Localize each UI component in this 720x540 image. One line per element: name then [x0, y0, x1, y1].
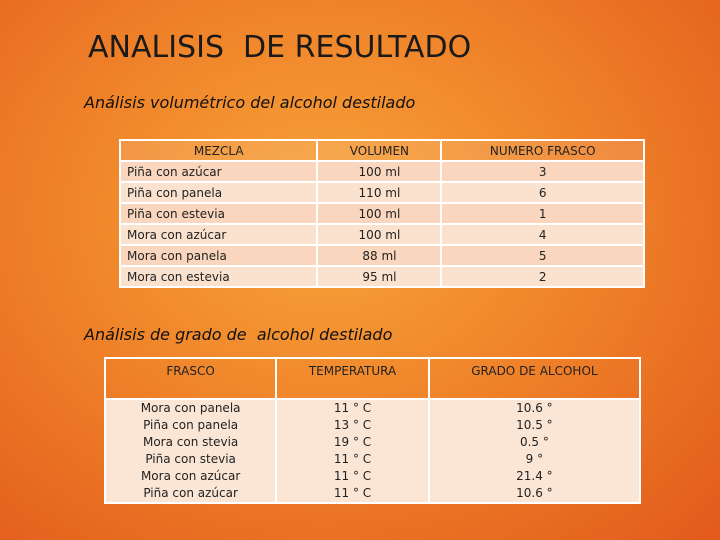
table-cell: Piña con estevia	[118, 202, 319, 225]
table-cell: 21.4 °	[427, 468, 642, 485]
table-row: Piña con estevia 100 ml 1	[118, 202, 645, 225]
header-cell: GRADO DE ALCOHOL	[427, 357, 642, 400]
table-cell: Mora con estevia	[118, 265, 319, 288]
title: ANALISIS DE RESULTADO	[88, 30, 472, 65]
table-cell: 88 ml	[316, 244, 443, 267]
header-cell: VOLUMEN	[316, 139, 443, 162]
table-row: Piña con panela 13 ° C 10.5 °	[103, 417, 642, 434]
table-cell: Piña con panela	[103, 417, 278, 434]
section-title: Análisis volumétrico del alcohol destila…	[84, 93, 416, 112]
table-row: Mora con stevia 19 ° C 0.5 °	[103, 434, 642, 451]
table-cell: Mora con azúcar	[118, 223, 319, 246]
table-row: Piña con azúcar 11 ° C 10.6 °	[103, 485, 642, 504]
header-cell: MEZCLA	[118, 139, 319, 162]
table-row: Mora con estevia 95 ml 2	[118, 265, 645, 288]
header-row: MEZCLA VOLUMEN NUMERO FRASCO	[118, 139, 645, 162]
table-cell: 0.5 °	[427, 434, 642, 451]
table-cell: Mora con azúcar	[103, 468, 278, 485]
table: MEZCLA VOLUMEN NUMERO FRASCO Piña con azúca…	[118, 139, 645, 288]
table-cell: 11 ° C	[275, 399, 430, 417]
table-cell: 19 ° C	[275, 434, 430, 451]
header-cell: NUMERO FRASCO	[440, 139, 645, 162]
section-title: Análisis de grado de alcohol destilado	[84, 325, 393, 344]
header-cell: TEMPERATURA	[275, 357, 430, 400]
table-cell: Mora con panela	[118, 244, 319, 267]
table-cell: 4	[440, 223, 645, 246]
table-cell: Piña con azúcar	[103, 485, 278, 504]
table-cell: 95 ml	[316, 265, 443, 288]
table-cell: Piña con stevia	[103, 451, 278, 468]
table-cell: 10.5 °	[427, 417, 642, 434]
table-cell: 10.6 °	[427, 485, 642, 504]
table-row: Piña con azúcar 100 ml 3	[118, 160, 645, 183]
table-cell: 100 ml	[316, 223, 443, 246]
table-cell: 5	[440, 244, 645, 267]
table-cell: Mora con panela	[103, 399, 278, 417]
table-row: Mora con panela 11 ° C 10.6 °	[103, 399, 642, 417]
table-cell: 1	[440, 202, 645, 225]
table-cell: 13 ° C	[275, 417, 430, 434]
table-row: Mora con azúcar 100 ml 4	[118, 223, 645, 246]
table-row: Piña con panela 110 ml 6	[118, 181, 645, 204]
table-cell: 11 ° C	[275, 468, 430, 485]
table-cell: Piña con panela	[118, 181, 319, 204]
table-cell: 6	[440, 181, 645, 204]
table: FRASCO TEMPERATURA GRADO DE ALCOHOL Mora co…	[103, 357, 642, 504]
table-cell: 11 ° C	[275, 451, 430, 468]
table-cell: 3	[440, 160, 645, 183]
table-cell: 10.6 °	[427, 399, 642, 417]
table-cell: 2	[440, 265, 645, 288]
table-cell: 9 °	[427, 451, 642, 468]
header-cell: FRASCO	[103, 357, 278, 400]
table-cell: 100 ml	[316, 202, 443, 225]
table-cell: 110 ml	[316, 181, 443, 204]
table-cell: 100 ml	[316, 160, 443, 183]
table-cell: Piña con azúcar	[118, 160, 319, 183]
header-row: FRASCO TEMPERATURA GRADO DE ALCOHOL	[103, 357, 642, 400]
table-row: Mora con panela 88 ml 5	[118, 244, 645, 267]
table-row: Mora con azúcar 11 ° C 21.4 °	[103, 468, 642, 485]
table-cell: 11 ° C	[275, 485, 430, 504]
table-cell: Mora con stevia	[103, 434, 278, 451]
